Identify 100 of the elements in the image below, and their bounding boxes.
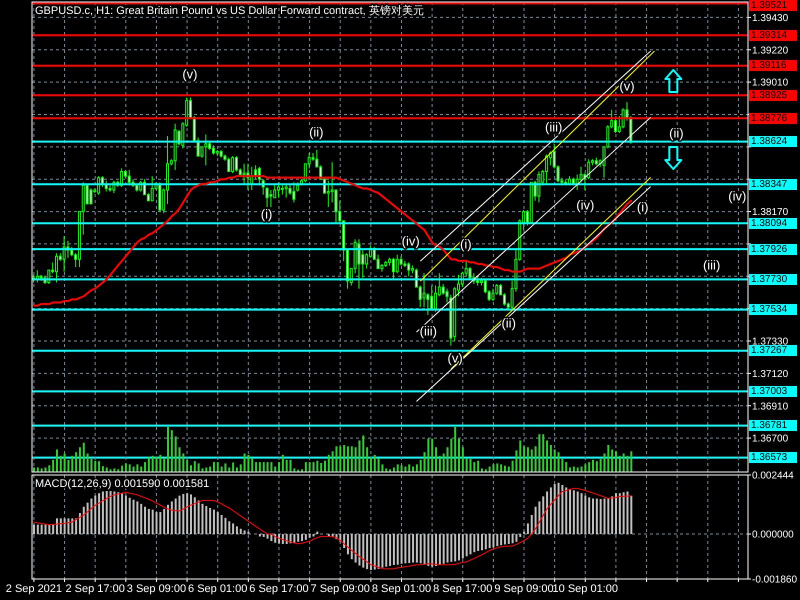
bar: [488, 466, 491, 472]
bar: [588, 497, 590, 534]
bar: [558, 482, 560, 534]
bar: [144, 462, 146, 472]
bar: [466, 534, 468, 556]
candlestick: [266, 186, 269, 208]
bar: [362, 534, 364, 568]
bar: [163, 508, 166, 534]
bar: [308, 462, 311, 472]
bar: [301, 534, 304, 542]
bar: [534, 506, 537, 534]
annotation: (iv): [576, 198, 594, 212]
bar: [75, 518, 78, 534]
bar: [473, 534, 476, 552]
annotation: (iv): [728, 188, 746, 204]
bar: [454, 427, 456, 472]
bar: [113, 492, 116, 534]
bar: [136, 464, 138, 472]
bar: [82, 506, 85, 534]
bar: [216, 512, 219, 534]
bar: [438, 534, 441, 565]
bar: [71, 518, 74, 534]
bar: [462, 534, 464, 558]
bar: [519, 440, 522, 472]
bar: [308, 534, 311, 538]
bar: [554, 484, 556, 534]
bar: [121, 493, 124, 534]
bar: [328, 454, 330, 472]
annotation: (iii): [420, 324, 437, 338]
candlestick: [242, 163, 246, 184]
bar: [530, 450, 533, 472]
y-tick-label: 1.38170: [752, 207, 789, 218]
y-tick-label: 1.39220: [752, 45, 789, 56]
annotation: (ii): [669, 126, 684, 140]
bar: [293, 534, 296, 543]
bar: [128, 498, 131, 534]
bar: [550, 487, 552, 534]
bar: [216, 462, 219, 472]
candlestick: [231, 156, 234, 174]
bar: [82, 442, 85, 472]
bar: [416, 464, 418, 472]
bar: [350, 534, 353, 560]
bar: [431, 438, 434, 472]
x-tick-label: 6 Sep 17:00: [249, 582, 309, 595]
bar: [255, 462, 258, 472]
x-tick-label: 8 Sep 17:00: [433, 582, 492, 595]
bar: [546, 440, 548, 472]
x-tick-label: 3 Sep 09:00: [126, 582, 186, 595]
bar: [194, 497, 196, 534]
bar: [404, 466, 406, 472]
candlestick: [468, 266, 472, 280]
bar: [156, 512, 158, 534]
candlestick: [392, 257, 395, 280]
bar: [78, 447, 81, 472]
bar: [378, 534, 380, 569]
candlestick: [212, 144, 215, 156]
bar: [71, 456, 74, 472]
candlestick: [576, 174, 579, 190]
candlestick: [120, 168, 124, 188]
candlestick: [580, 166, 583, 183]
bar: [124, 496, 127, 534]
bar: [316, 460, 318, 472]
bar: [67, 460, 70, 472]
bar: [182, 494, 184, 534]
candlestick: [357, 238, 360, 290]
bar: [232, 462, 234, 472]
candlestick: [128, 169, 131, 186]
bar: [480, 534, 483, 550]
bar: [36, 524, 39, 534]
chart-title: GBPUSD.c, H1: Great Britain Pound vs US Dollar Forward contract, 英镑对美元: [35, 4, 424, 17]
annotation: (i): [460, 236, 472, 252]
bar: [477, 534, 480, 551]
bar: [343, 445, 346, 472]
bar: [86, 502, 89, 534]
bar: [526, 447, 529, 472]
bar: [381, 464, 384, 472]
bar: [209, 466, 212, 472]
bar: [584, 496, 586, 534]
bar: [182, 454, 184, 472]
chart-title: MACD(12,26,9) 0.001590 0.001581: [35, 478, 210, 490]
bar: [492, 464, 494, 472]
bar: [362, 436, 364, 472]
bar: [477, 460, 480, 472]
bar: [561, 485, 564, 534]
bar: [320, 463, 322, 472]
bar: [366, 534, 368, 570]
annotation: (i): [260, 206, 272, 222]
bar: [128, 464, 131, 472]
candlestick: [545, 154, 548, 184]
bar: [117, 492, 120, 534]
bar: [262, 462, 265, 472]
bar: [523, 532, 526, 534]
ref-line-label: 1.38624: [749, 136, 797, 148]
bar: [550, 445, 552, 472]
candlestick: [422, 272, 426, 308]
bar: [244, 454, 246, 472]
bar: [515, 450, 518, 472]
candlestick: [434, 285, 438, 312]
bar: [167, 504, 170, 534]
y-tick-label: -0.001860: [752, 574, 798, 586]
